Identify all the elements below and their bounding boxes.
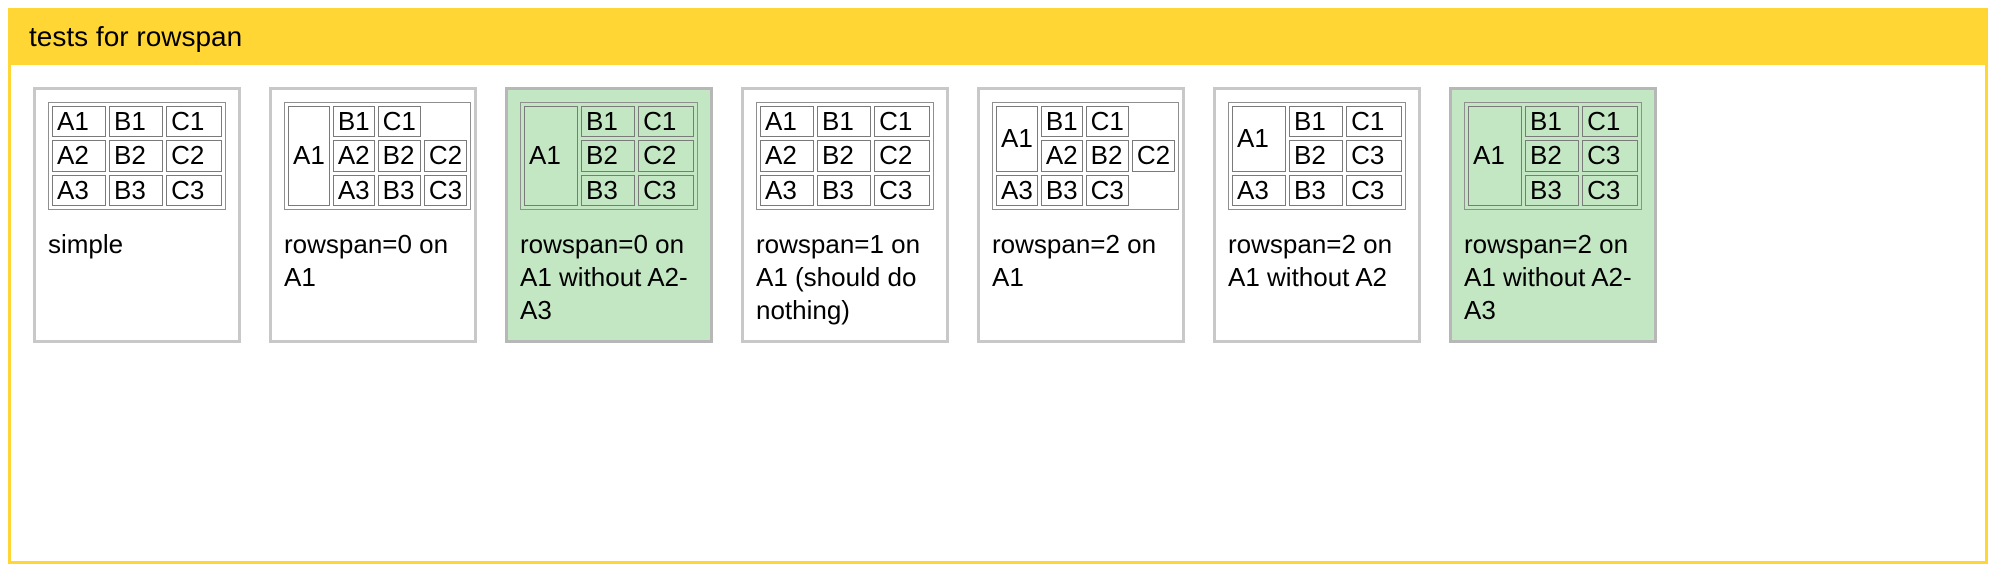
test-card: A1B1C1A2B2C2A3B3C3simple: [33, 87, 241, 343]
table-cell: B2: [1289, 140, 1343, 171]
table-cell: B3: [1041, 175, 1083, 206]
table-cell: A1: [760, 106, 814, 137]
table-row: A1B1C1: [1468, 106, 1638, 137]
table-cell: B1: [817, 106, 871, 137]
table-cell: C2: [1132, 140, 1175, 171]
table-cell: B2: [817, 140, 871, 171]
example-table: A1B1C1A2B2C2 A3B3C3: [992, 102, 1179, 210]
table-cell: B1: [1041, 106, 1083, 137]
table-cell: C2: [638, 140, 694, 171]
table-cell: C3: [424, 175, 467, 206]
card-caption: simple: [48, 228, 226, 261]
table-cell: C1: [1582, 106, 1638, 137]
table-cell: A2: [333, 140, 375, 171]
fieldset-legend: tests for rowspan: [11, 11, 1985, 65]
table-cell: C3: [1582, 175, 1638, 206]
table-cell: C1: [874, 106, 930, 137]
table-cell: C2: [424, 140, 467, 171]
table-cell: A1: [1232, 106, 1286, 172]
table-cell: B3: [817, 175, 871, 206]
table-cell: C3: [1582, 140, 1638, 171]
table-row: A1B1C1: [288, 106, 467, 137]
table-row: A3B3C3: [996, 175, 1175, 206]
table-cell: C2: [874, 140, 930, 171]
table-row: A1B1C1: [760, 106, 930, 137]
table-row: A1B1C1: [1232, 106, 1402, 137]
table-cell: B1: [1525, 106, 1579, 137]
table-cell: C3: [1346, 175, 1402, 206]
table-cell: C3: [166, 175, 222, 206]
table-cell: C3: [638, 175, 694, 206]
table-cell: A2: [52, 140, 106, 171]
table-cell: C3: [874, 175, 930, 206]
table-cell: C1: [638, 106, 694, 137]
table-cell: B1: [109, 106, 163, 137]
test-card: A1B1C1B2C3B3C3 rowspan=2 on A1 without A2…: [1449, 87, 1657, 343]
table-row: A3B3C3: [760, 175, 930, 206]
example-table: A1B1C1A2B2C2 A3B3C3: [284, 102, 471, 210]
table-row: A2B2C2: [760, 140, 930, 171]
test-card: A1B1C1B2C3A3B3C3rowspan=2 on A1 without …: [1213, 87, 1421, 343]
table-cell: A3: [1232, 175, 1286, 206]
test-card: A1B1C1A2B2C2A3B3C3rowspan=1 on A1 (shoul…: [741, 87, 949, 343]
table-cell: A1: [996, 106, 1038, 172]
card-caption: rowspan=0 on A1: [284, 228, 462, 295]
table-cell: A1: [52, 106, 106, 137]
table-cell: C1: [1086, 106, 1129, 137]
test-card: A1B1C1A2B2C2 A3B3C3 rowspan=0 on A1: [269, 87, 477, 343]
table-cell: C1: [1346, 106, 1402, 137]
card-caption: rowspan=2 on A1 without A2-A3: [1464, 228, 1642, 328]
table-cell: C3: [1086, 175, 1129, 206]
tests-fieldset: tests for rowspan A1B1C1A2B2C2A3B3C3simp…: [8, 8, 1988, 564]
table-row: A1B1C1: [52, 106, 222, 137]
test-card: A1B1C1A2B2C2 A3B3C3 rowspan=2 on A1: [977, 87, 1185, 343]
table-cell: B3: [1525, 175, 1579, 206]
table-row: A3B3C3: [1232, 175, 1402, 206]
table-cell: A3: [760, 175, 814, 206]
table-cell: A1: [1468, 106, 1522, 206]
table-cell: A3: [333, 175, 375, 206]
table-cell: B2: [378, 140, 421, 171]
example-table: A1B1C1B2C3B3C3: [1464, 102, 1642, 210]
table-cell: C1: [378, 106, 421, 137]
table-cell: B1: [333, 106, 375, 137]
table-cell: B1: [581, 106, 635, 137]
table-cell: B2: [1086, 140, 1129, 171]
card-caption: rowspan=2 on A1: [992, 228, 1170, 295]
table-cell: C1: [166, 106, 222, 137]
table-cell: B3: [378, 175, 421, 206]
table-cell: B3: [109, 175, 163, 206]
table-cell: C2: [166, 140, 222, 171]
table-cell: A3: [52, 175, 106, 206]
card-caption: rowspan=1 on A1 (should do nothing): [756, 228, 934, 328]
table-cell: B3: [581, 175, 635, 206]
table-cell: A1: [288, 106, 330, 206]
example-table: A1B1C1B2C2B3C3: [520, 102, 698, 210]
table-row: A1B1C1: [996, 106, 1175, 137]
table-cell: B1: [1289, 106, 1343, 137]
card-caption: rowspan=2 on A1 without A2: [1228, 228, 1406, 295]
card-caption: rowspan=0 on A1 without A2-A3: [520, 228, 698, 328]
table-cell: B3: [1289, 175, 1343, 206]
table-cell: A2: [1041, 140, 1083, 171]
table-cell: B2: [109, 140, 163, 171]
cards-row: A1B1C1A2B2C2A3B3C3simpleA1B1C1A2B2C2A3B3…: [11, 65, 1985, 343]
table-cell: B2: [1525, 140, 1579, 171]
table-cell: A1: [524, 106, 578, 206]
table-cell: B2: [581, 140, 635, 171]
table-row: A3B3C3: [52, 175, 222, 206]
test-card: A1B1C1B2C2B3C3 rowspan=0 on A1 without A2…: [505, 87, 713, 343]
table-cell: A2: [760, 140, 814, 171]
table-row: A2B2C2: [52, 140, 222, 171]
example-table: A1B1C1A2B2C2A3B3C3: [756, 102, 934, 210]
table-cell: A3: [996, 175, 1038, 206]
example-table: A1B1C1B2C3A3B3C3: [1228, 102, 1406, 210]
table-cell: C3: [1346, 140, 1402, 171]
example-table: A1B1C1A2B2C2A3B3C3: [48, 102, 226, 210]
table-row: A1B1C1: [524, 106, 694, 137]
